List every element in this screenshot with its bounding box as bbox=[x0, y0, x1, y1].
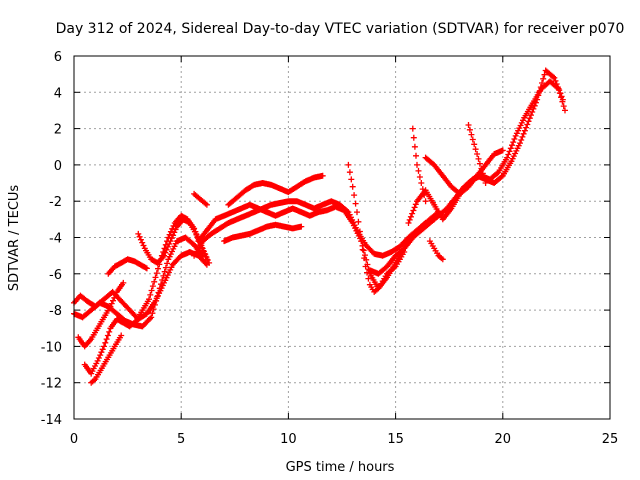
series-arc-13 bbox=[345, 161, 408, 295]
series-markers bbox=[221, 221, 305, 245]
y-tick-label: 0 bbox=[54, 159, 62, 174]
series-arc-10 bbox=[225, 172, 326, 208]
y-axis-label: SDTVAR / TECUs bbox=[7, 185, 22, 292]
x-tick-label: 10 bbox=[280, 432, 297, 447]
series-arc-6 bbox=[105, 256, 150, 277]
series-markers bbox=[345, 161, 408, 295]
y-tick-label: -14 bbox=[41, 413, 62, 428]
series-markers bbox=[465, 122, 489, 186]
series-arc-4 bbox=[88, 332, 125, 386]
y-tick-label: -6 bbox=[49, 268, 62, 283]
x-axis-ticks: 0 5 10 15 20 25 bbox=[70, 56, 618, 447]
x-tick-label: 25 bbox=[602, 432, 619, 447]
series-arc-3 bbox=[75, 279, 127, 350]
y-tick-label: 6 bbox=[54, 50, 62, 65]
series-markers bbox=[191, 190, 210, 208]
y-tick-label: 2 bbox=[54, 123, 62, 138]
x-tick-label: 20 bbox=[495, 432, 512, 447]
series-markers bbox=[75, 279, 127, 350]
series-arc-12 bbox=[191, 190, 210, 208]
y-tick-label: -12 bbox=[41, 377, 62, 392]
y-tick-label: -4 bbox=[49, 232, 62, 247]
series-arc-16 bbox=[409, 125, 429, 205]
y-tick-label: -8 bbox=[49, 304, 62, 319]
chart-title: Day 312 of 2024, Sidereal Day-to-day VTE… bbox=[56, 21, 625, 37]
series-arc-17 bbox=[465, 122, 489, 186]
series-arc-18 bbox=[422, 147, 506, 197]
y-tick-label: -10 bbox=[41, 340, 62, 355]
y-tick-label: 4 bbox=[54, 86, 62, 101]
series-markers bbox=[225, 172, 326, 208]
y-axis-ticks: -14 -12 -10 -8 -6 -4 -2 0 2 4 6 bbox=[41, 50, 610, 428]
x-tick-label: 0 bbox=[70, 432, 78, 447]
series-markers bbox=[422, 147, 506, 197]
x-tick-label: 15 bbox=[387, 432, 404, 447]
y-tick-label: -2 bbox=[49, 195, 62, 210]
series-markers bbox=[88, 332, 125, 386]
series-arc-11 bbox=[221, 221, 305, 245]
series-arc-19 bbox=[426, 238, 446, 263]
data-marks bbox=[71, 67, 568, 386]
series-markers bbox=[105, 256, 150, 277]
x-axis-label: GPS time / hours bbox=[286, 460, 395, 475]
grid-lines bbox=[74, 56, 610, 419]
series-markers bbox=[409, 125, 429, 205]
series-markers bbox=[426, 238, 446, 263]
x-tick-label: 5 bbox=[177, 432, 185, 447]
